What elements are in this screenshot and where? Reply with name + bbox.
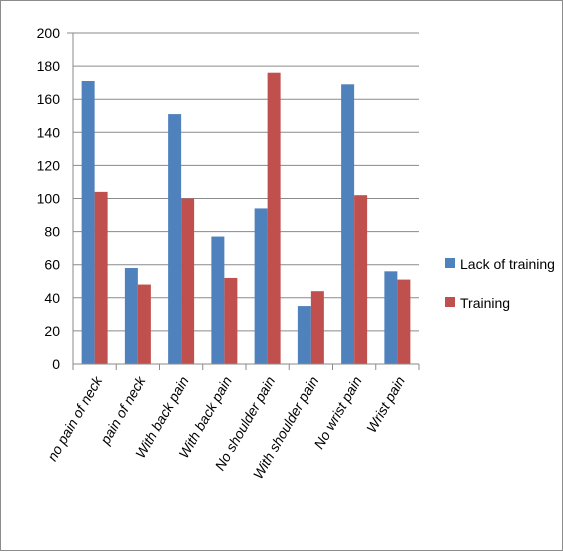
legend-swatch — [445, 258, 455, 268]
bar-training — [310, 291, 324, 364]
bar-lack-of-training — [81, 80, 95, 365]
legend: Lack of training Training — [445, 256, 555, 311]
bar-lack-of-training — [168, 114, 182, 364]
bar-lack-of-training — [124, 268, 138, 364]
bar-training — [267, 72, 281, 364]
bar-lack-of-training — [384, 271, 398, 364]
legend-swatch — [445, 297, 455, 307]
y-tick-label: 140 — [37, 124, 61, 140]
y-tick-label: 100 — [37, 191, 61, 207]
x-category-label: Wrist pain — [363, 373, 408, 435]
bar-training — [181, 198, 195, 364]
bar-training — [94, 191, 108, 364]
bar-lack-of-training — [211, 236, 225, 364]
bar-training — [224, 277, 238, 364]
y-tick-label: 120 — [37, 157, 61, 173]
y-tick-label: 40 — [44, 290, 60, 306]
bars — [81, 72, 411, 365]
bar-training — [137, 284, 151, 364]
bar-lack-of-training — [297, 306, 311, 364]
axes — [67, 32, 420, 370]
legend-label: Lack of training — [460, 256, 555, 272]
y-tick-label: 160 — [37, 91, 61, 107]
y-tick-label: 0 — [52, 356, 60, 372]
y-tick-label: 60 — [44, 257, 60, 273]
bar-training — [354, 195, 368, 364]
y-tick-label: 180 — [37, 58, 61, 74]
x-category-label: no pain of neck — [44, 373, 106, 464]
bar-lack-of-training — [341, 84, 355, 365]
bar-lack-of-training — [254, 208, 268, 364]
y-tick-label: 200 — [37, 25, 61, 41]
y-tick-label: 80 — [44, 224, 60, 240]
legend-label: Training — [460, 295, 510, 311]
y-axis-tick-labels: 0 20 40 60 80 100 120 140 160 180 200 — [37, 25, 61, 372]
bar-training — [397, 279, 411, 364]
y-tick-label: 20 — [44, 323, 60, 339]
